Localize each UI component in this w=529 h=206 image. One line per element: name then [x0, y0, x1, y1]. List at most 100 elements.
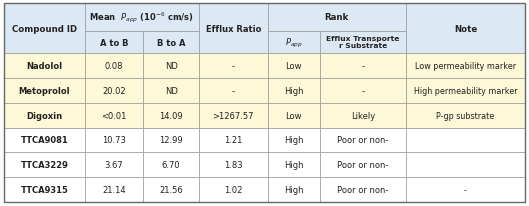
Bar — [406, 177, 525, 202]
Text: Nadolol: Nadolol — [26, 62, 62, 71]
Text: 10.73: 10.73 — [102, 136, 126, 145]
Text: 12.99: 12.99 — [159, 136, 183, 145]
Bar — [320, 78, 406, 103]
Text: ND: ND — [165, 86, 178, 95]
Text: 14.09: 14.09 — [159, 111, 183, 120]
Text: B to A: B to A — [157, 38, 185, 47]
Bar — [85, 177, 143, 202]
Bar — [143, 128, 199, 153]
Bar — [320, 177, 406, 202]
Bar — [85, 103, 143, 128]
Bar — [406, 4, 525, 54]
Bar — [406, 128, 525, 153]
Bar — [85, 54, 143, 78]
Text: Low: Low — [286, 62, 302, 71]
Text: 0.08: 0.08 — [105, 62, 123, 71]
Text: 21.14: 21.14 — [102, 185, 126, 194]
Text: Low: Low — [286, 111, 302, 120]
Text: Efflux Transporte
r Substrate: Efflux Transporte r Substrate — [326, 36, 399, 49]
Bar — [143, 32, 199, 54]
Text: -: - — [464, 185, 467, 194]
Bar — [199, 78, 268, 103]
Text: Poor or non-: Poor or non- — [338, 185, 389, 194]
Bar — [406, 103, 525, 128]
Bar — [320, 54, 406, 78]
Text: Digoxin: Digoxin — [26, 111, 62, 120]
Text: -: - — [361, 62, 364, 71]
Bar — [268, 32, 320, 54]
Bar — [406, 78, 525, 103]
Text: High: High — [284, 86, 304, 95]
Bar — [85, 32, 143, 54]
Bar — [199, 177, 268, 202]
Bar — [85, 4, 199, 32]
Text: Likely: Likely — [351, 111, 375, 120]
Text: High: High — [284, 136, 304, 145]
Text: <0.01: <0.01 — [102, 111, 127, 120]
Bar — [199, 128, 268, 153]
Bar — [199, 153, 268, 177]
Bar — [268, 153, 320, 177]
Text: High permeability marker: High permeability marker — [414, 86, 517, 95]
Bar — [143, 103, 199, 128]
Bar — [4, 78, 85, 103]
Bar — [268, 103, 320, 128]
Text: 1.21: 1.21 — [224, 136, 242, 145]
Text: Low permeability marker: Low permeability marker — [415, 62, 516, 71]
Bar — [85, 128, 143, 153]
Bar — [4, 153, 85, 177]
Bar — [85, 153, 143, 177]
Bar — [4, 128, 85, 153]
Bar — [143, 78, 199, 103]
Bar — [406, 54, 525, 78]
Text: Compound ID: Compound ID — [12, 24, 77, 33]
Text: Rank: Rank — [324, 13, 349, 22]
Text: ND: ND — [165, 62, 178, 71]
Text: 21.56: 21.56 — [159, 185, 183, 194]
Text: Mean  $P_{app}$ (10$^{-6}$ cm/s): Mean $P_{app}$ (10$^{-6}$ cm/s) — [89, 11, 194, 25]
Text: TTCA3229: TTCA3229 — [21, 160, 68, 169]
Text: High: High — [284, 160, 304, 169]
Bar — [143, 153, 199, 177]
Bar — [4, 103, 85, 128]
Bar — [406, 153, 525, 177]
Bar — [85, 78, 143, 103]
Bar — [320, 128, 406, 153]
Text: Metoprolol: Metoprolol — [19, 86, 70, 95]
Text: -: - — [232, 62, 235, 71]
Bar — [268, 128, 320, 153]
Text: >1267.57: >1267.57 — [213, 111, 254, 120]
Bar — [268, 177, 320, 202]
Bar — [199, 103, 268, 128]
Bar — [268, 78, 320, 103]
Text: P-gp substrate: P-gp substrate — [436, 111, 495, 120]
Text: Poor or non-: Poor or non- — [338, 136, 389, 145]
Bar — [199, 4, 268, 54]
Text: Efflux Ratio: Efflux Ratio — [205, 24, 261, 33]
Text: $P_{app}$: $P_{app}$ — [285, 36, 303, 49]
Bar — [320, 153, 406, 177]
Bar — [320, 103, 406, 128]
Text: 3.67: 3.67 — [105, 160, 123, 169]
Text: -: - — [361, 86, 364, 95]
Text: -: - — [232, 86, 235, 95]
Bar — [4, 54, 85, 78]
Text: TTCA9081: TTCA9081 — [21, 136, 68, 145]
Text: Poor or non-: Poor or non- — [338, 160, 389, 169]
Bar — [4, 177, 85, 202]
Text: 6.70: 6.70 — [162, 160, 180, 169]
Text: High: High — [284, 185, 304, 194]
Text: Note: Note — [454, 24, 477, 33]
Bar — [199, 54, 268, 78]
Bar — [268, 4, 406, 32]
Text: A to B: A to B — [100, 38, 129, 47]
Bar — [320, 32, 406, 54]
Text: 1.02: 1.02 — [224, 185, 242, 194]
Bar — [143, 177, 199, 202]
Text: TTCA9315: TTCA9315 — [21, 185, 68, 194]
Bar — [268, 54, 320, 78]
Text: 1.83: 1.83 — [224, 160, 242, 169]
Bar — [4, 4, 85, 54]
Text: 20.02: 20.02 — [102, 86, 126, 95]
Bar — [143, 54, 199, 78]
